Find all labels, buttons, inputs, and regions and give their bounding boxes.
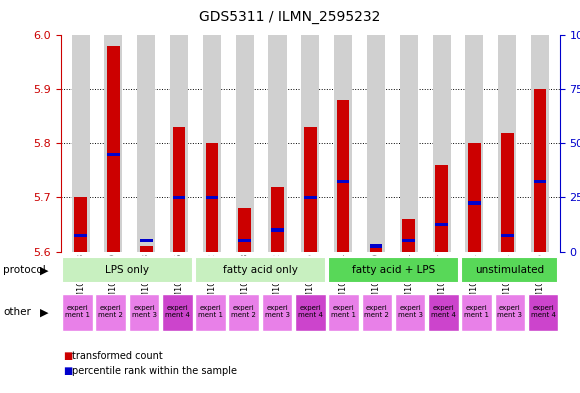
Bar <box>461 294 492 331</box>
Bar <box>435 165 448 252</box>
Text: experi
ment 2: experi ment 2 <box>231 305 256 318</box>
Bar <box>501 132 513 252</box>
Bar <box>271 187 284 252</box>
Text: experi
ment 3: experi ment 3 <box>497 305 523 318</box>
Bar <box>435 223 448 226</box>
Bar <box>137 35 155 252</box>
Bar <box>170 35 188 252</box>
Bar <box>140 239 153 242</box>
Text: GDS5311 / ILMN_2595232: GDS5311 / ILMN_2595232 <box>200 10 380 24</box>
Text: experi
ment 1: experi ment 1 <box>331 305 356 318</box>
Text: experi
ment 1: experi ment 1 <box>464 305 489 318</box>
Text: experi
ment 4: experi ment 4 <box>298 305 322 318</box>
Bar <box>395 294 425 331</box>
Bar <box>468 143 481 252</box>
Text: experi
ment 4: experi ment 4 <box>531 305 556 318</box>
Bar <box>334 35 352 252</box>
Bar <box>271 228 284 231</box>
Bar <box>433 35 451 252</box>
Text: ■: ■ <box>63 351 72 361</box>
Text: ■: ■ <box>63 366 72 376</box>
Bar <box>162 294 193 331</box>
Bar <box>104 35 122 252</box>
Text: transformed count: transformed count <box>72 351 163 361</box>
Text: experi
ment 4: experi ment 4 <box>431 305 456 318</box>
Bar <box>468 201 481 204</box>
Text: protocol: protocol <box>3 265 46 275</box>
Bar <box>461 257 559 283</box>
Bar <box>229 294 259 331</box>
Bar <box>501 234 513 237</box>
Bar <box>74 197 87 252</box>
Bar <box>534 89 546 252</box>
Bar <box>107 152 119 156</box>
Bar <box>74 234 87 237</box>
Text: experi
ment 2: experi ment 2 <box>364 305 389 318</box>
Bar <box>129 294 160 331</box>
Text: experi
ment 3: experi ment 3 <box>397 305 423 318</box>
Text: fatty acid only: fatty acid only <box>223 264 298 275</box>
Bar <box>534 180 546 183</box>
Bar <box>361 294 392 331</box>
Bar <box>173 127 186 252</box>
Bar <box>367 35 385 252</box>
Text: fatty acid + LPS: fatty acid + LPS <box>352 264 435 275</box>
Bar <box>328 294 359 331</box>
Text: ▶: ▶ <box>41 307 49 318</box>
Text: percentile rank within the sample: percentile rank within the sample <box>72 366 237 376</box>
Text: experi
ment 2: experi ment 2 <box>99 305 123 318</box>
Bar <box>304 196 317 199</box>
Bar <box>71 35 90 252</box>
Bar <box>235 35 253 252</box>
Text: experi
ment 1: experi ment 1 <box>198 305 223 318</box>
Bar <box>205 196 218 199</box>
Bar <box>304 127 317 252</box>
Text: experi
ment 3: experi ment 3 <box>132 305 157 318</box>
Bar <box>528 294 559 331</box>
Bar <box>337 180 349 183</box>
Bar <box>531 35 549 252</box>
Bar <box>62 257 193 283</box>
Bar <box>403 239 415 242</box>
Bar <box>140 246 153 252</box>
Bar <box>195 294 226 331</box>
Bar <box>238 208 251 252</box>
Bar <box>495 294 525 331</box>
Text: experi
ment 1: experi ment 1 <box>65 305 90 318</box>
Bar <box>465 35 483 252</box>
Bar <box>262 294 292 331</box>
Bar <box>238 239 251 242</box>
Text: LPS only: LPS only <box>106 264 150 275</box>
Bar <box>203 35 221 252</box>
Bar <box>96 294 126 331</box>
Bar <box>369 246 382 252</box>
Text: unstimulated: unstimulated <box>475 264 545 275</box>
Bar <box>269 35 287 252</box>
Bar <box>295 294 325 331</box>
Text: experi
ment 4: experi ment 4 <box>165 305 190 318</box>
Bar <box>337 100 349 252</box>
Bar <box>403 219 415 252</box>
Bar <box>62 294 93 331</box>
Bar <box>400 35 418 252</box>
Bar <box>328 257 459 283</box>
Bar <box>498 35 516 252</box>
Bar <box>428 294 459 331</box>
Bar <box>205 143 218 252</box>
Bar <box>301 35 320 252</box>
Bar <box>173 196 186 199</box>
Bar <box>195 257 325 283</box>
Bar <box>107 46 119 252</box>
Text: other: other <box>3 307 31 318</box>
Text: experi
ment 3: experi ment 3 <box>264 305 289 318</box>
Bar <box>369 244 382 248</box>
Text: ▶: ▶ <box>41 265 49 275</box>
